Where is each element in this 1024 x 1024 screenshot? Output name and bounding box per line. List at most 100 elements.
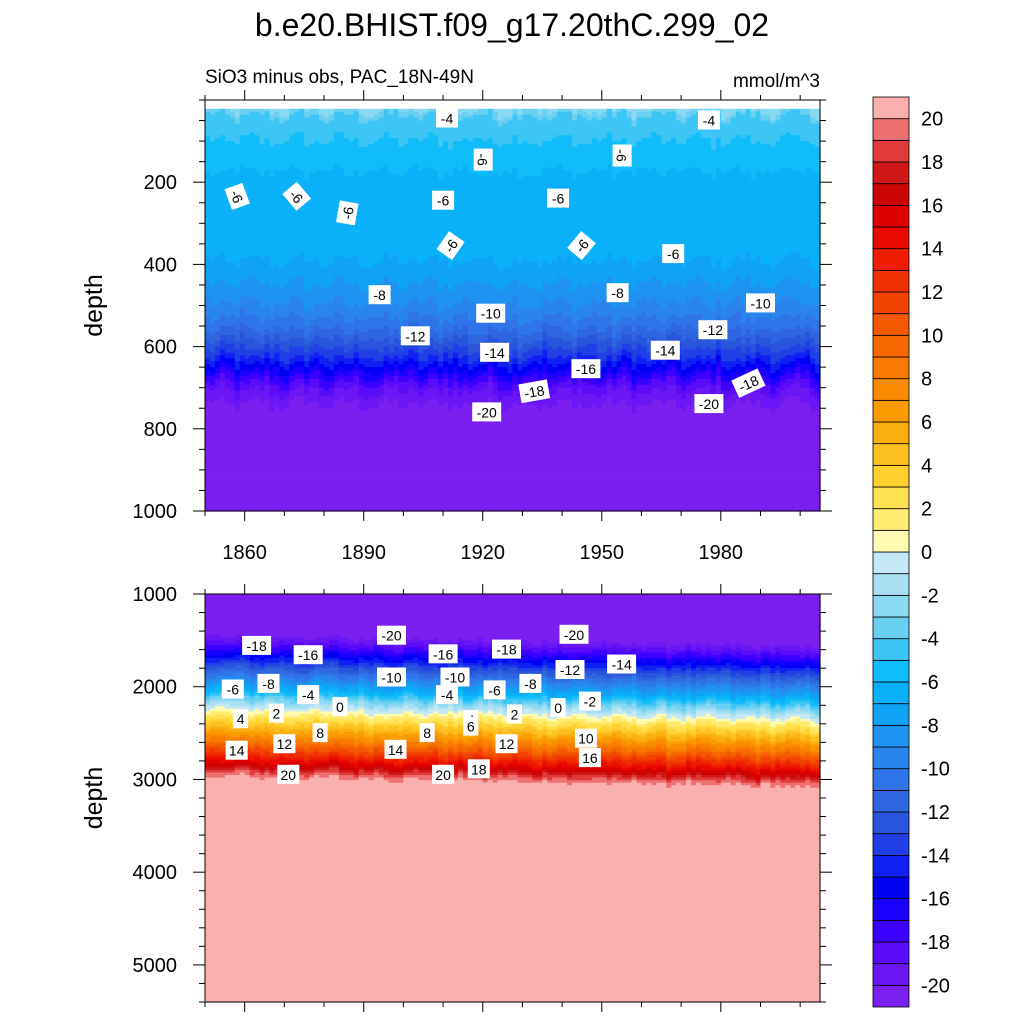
contour-cell — [438, 282, 464, 286]
contour-cell — [651, 258, 662, 263]
contour-cell — [596, 167, 608, 172]
contour-cell — [353, 170, 360, 174]
contour-cell — [388, 355, 395, 359]
contour-cell — [234, 334, 241, 339]
contour-cell — [333, 373, 340, 377]
contour-cell — [572, 108, 578, 113]
contour-cell — [537, 346, 543, 351]
contour-cell — [343, 373, 350, 377]
contour-cell — [780, 314, 791, 318]
contour-cell — [448, 346, 454, 351]
contour-cell — [462, 370, 469, 374]
contour-cell — [448, 146, 454, 151]
contour-cell — [269, 352, 276, 357]
contour-cell — [314, 328, 345, 333]
contour-cell — [730, 114, 737, 119]
contour-cell — [205, 317, 211, 321]
contour-cell — [710, 261, 717, 265]
contour-cell — [418, 367, 424, 371]
contour-cell — [388, 311, 409, 315]
contour-cell — [492, 373, 499, 377]
contour-cell — [388, 326, 409, 330]
contour-cell — [696, 367, 702, 371]
contour-cell — [815, 340, 821, 345]
contour-cell — [676, 111, 687, 116]
contour-label-text: -8 — [373, 287, 386, 303]
contour-cell — [815, 367, 821, 371]
contour-cell — [348, 282, 355, 286]
contour-cell — [700, 170, 717, 174]
contour-cell — [715, 340, 722, 345]
contour-cell — [720, 261, 732, 265]
contour-cell — [666, 370, 677, 374]
contour-cell — [740, 326, 796, 330]
contour-cell — [383, 373, 390, 377]
contour-cell — [810, 367, 816, 371]
contour-cell — [547, 352, 578, 357]
contour-cell — [750, 258, 757, 263]
contour-cell — [443, 337, 449, 342]
contour-cell — [542, 367, 548, 371]
contour-cell — [507, 284, 528, 289]
contour-cell — [448, 352, 454, 357]
contour-cell — [224, 282, 241, 286]
contour-cell — [517, 176, 524, 180]
contour-cell — [289, 261, 320, 265]
contour-cell — [636, 111, 652, 116]
contour-cell — [219, 375, 226, 380]
contour-field — [205, 108, 821, 512]
contour-cell — [606, 276, 613, 280]
contour-cell — [730, 284, 752, 289]
contour-cell — [438, 138, 464, 142]
contour-cell — [205, 293, 335, 298]
contour-cell — [517, 320, 533, 324]
contour-cell — [606, 355, 613, 359]
contour-cell — [239, 326, 251, 330]
contour-cell — [745, 337, 752, 342]
contour-cell — [457, 364, 464, 368]
contour-cell — [219, 340, 226, 345]
contour-cell — [522, 373, 533, 377]
contour-cell — [646, 167, 652, 172]
contour-cell — [205, 367, 216, 371]
contour-cell — [810, 258, 821, 263]
contour-cell — [780, 167, 791, 172]
contour-cell — [596, 299, 603, 304]
contour-cell — [438, 144, 444, 148]
contour-cell — [720, 323, 821, 327]
contour-cell — [418, 343, 454, 348]
contour-cell — [795, 343, 801, 348]
contour-label-text: -14 — [655, 343, 675, 359]
contour-cell — [497, 144, 504, 148]
contour-cell — [452, 141, 494, 145]
contour-cell — [576, 287, 633, 292]
contour-cell — [631, 173, 638, 177]
contour-cell — [641, 311, 648, 315]
contour-cell — [289, 311, 295, 315]
contour-cell — [462, 364, 469, 368]
contour-cell — [596, 370, 608, 374]
contour-cell — [676, 373, 682, 377]
contour-cell — [755, 349, 771, 354]
contour-cell — [224, 279, 241, 283]
contour-cell — [686, 111, 697, 116]
contour-cell — [750, 284, 757, 289]
contour-cell — [676, 261, 687, 265]
contour-cell — [418, 261, 424, 265]
contour-cell — [606, 167, 613, 172]
contour-cell — [403, 305, 439, 310]
contour-cell — [576, 328, 598, 333]
contour-label: -16 — [571, 359, 601, 379]
contour-cell — [621, 108, 628, 113]
contour-cell — [205, 361, 216, 365]
contour-cell — [443, 323, 519, 327]
contour-cell — [398, 173, 404, 177]
contour-cell — [567, 255, 573, 260]
contour-cell — [264, 370, 271, 374]
contour-cell — [249, 355, 261, 359]
contour-cell — [438, 373, 444, 377]
contour-cell — [651, 296, 657, 301]
contour-cell — [517, 117, 524, 122]
contour-cell — [616, 258, 628, 263]
contour-cell — [517, 334, 524, 339]
